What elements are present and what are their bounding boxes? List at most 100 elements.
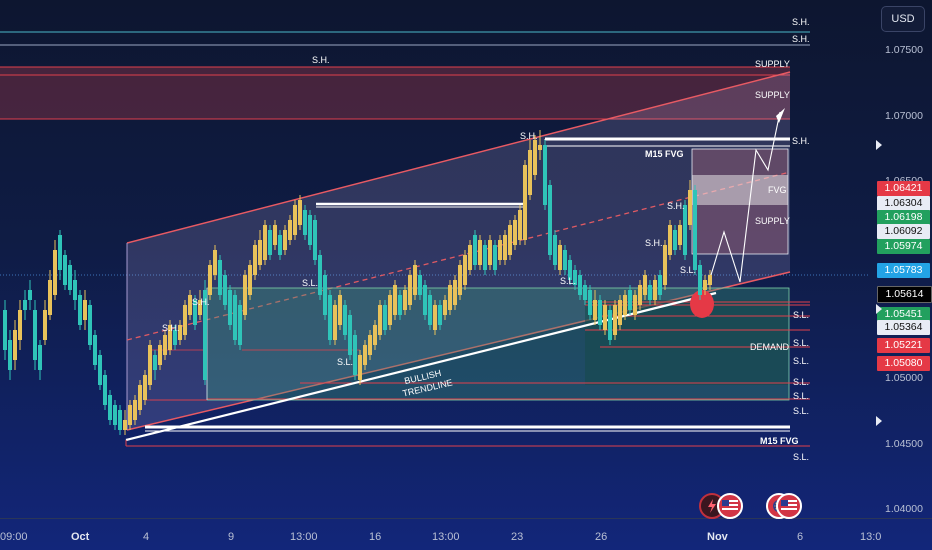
time-axis[interactable] (0, 518, 932, 550)
candle-body (583, 285, 587, 300)
demand-label: DEMAND (750, 342, 790, 352)
candle-body (593, 300, 597, 320)
candle-body (98, 355, 102, 385)
time-label: Oct (71, 531, 90, 543)
candle-body (23, 300, 27, 310)
candle-body (233, 295, 237, 340)
price-level-tag: 1.06304 (877, 196, 930, 211)
candle-body (138, 385, 142, 410)
candle-body (383, 305, 387, 330)
candle-body (53, 250, 57, 295)
candle-body (193, 300, 197, 325)
price-level-tag: 1.05221 (877, 338, 930, 353)
candle-body (563, 250, 567, 270)
candle-body (548, 185, 552, 255)
candle-body (398, 295, 402, 315)
supply-label: SUPPLY (755, 216, 790, 226)
candle-body (88, 305, 92, 345)
candle-body (708, 275, 712, 285)
candle-body (688, 190, 692, 225)
us-flag-event-icon-2[interactable] (776, 493, 802, 519)
candle-body (568, 260, 572, 280)
candle-body (623, 295, 627, 315)
candle-body (153, 355, 157, 370)
candle-body (278, 235, 282, 255)
time-label: 13:00 (290, 531, 318, 543)
candle-body (268, 230, 272, 255)
candle-body (63, 255, 67, 285)
price-level-tag: 1.06421 (877, 181, 930, 196)
candle-body (618, 300, 622, 325)
candle-body (543, 145, 547, 205)
candle-body (578, 275, 582, 295)
swing-low-label: S.L. (793, 310, 810, 320)
candle-body (503, 235, 507, 260)
candle-body (188, 295, 192, 315)
candle-body (498, 240, 502, 260)
price-level-tag: 1.05614 (877, 286, 932, 303)
swing-low-label: S.L. (793, 452, 810, 462)
entry-marker-icon (690, 290, 714, 318)
supply-zone-top (0, 67, 790, 119)
time-label: 13:00 (432, 531, 460, 543)
candle-body (403, 290, 407, 310)
price-level-tag: 1.06092 (877, 224, 930, 239)
candle-body (423, 285, 427, 315)
candle-body (388, 295, 392, 325)
candle-body (613, 305, 617, 335)
candle-body (263, 225, 267, 260)
candle-body (698, 265, 702, 295)
candle-body (513, 220, 517, 245)
candle-body (248, 265, 252, 295)
currency-button[interactable]: USD (881, 6, 925, 32)
swing-low-label: S.L. (302, 278, 319, 288)
candle-body (223, 275, 227, 305)
candle-body (553, 235, 557, 265)
channel-upper (126, 71, 791, 244)
candle-body (608, 310, 612, 340)
price-chart-canvas[interactable] (0, 0, 932, 518)
price-level-tag: 1.06198 (877, 210, 930, 225)
candle-body (298, 200, 302, 225)
candle-body (163, 335, 167, 355)
candle-body (313, 220, 317, 260)
candle-body (573, 270, 577, 285)
projection-path (707, 111, 781, 286)
candle-body (703, 280, 707, 290)
candle-body (468, 245, 472, 270)
us-flag-event-icon[interactable] (717, 493, 743, 519)
price-tick-label: 1.05000 (885, 372, 923, 384)
candle-body (18, 310, 22, 340)
candle-body (13, 330, 17, 360)
candle-body (463, 255, 467, 285)
candle-body (473, 235, 477, 265)
time-label: 6 (797, 531, 804, 543)
candle-body (368, 335, 372, 355)
channel-lower (126, 271, 791, 431)
scroll-right-arrow-icon[interactable] (876, 140, 882, 150)
candle-body (678, 225, 682, 245)
swing-high-label: S.H. (792, 136, 810, 146)
candle-body (603, 305, 607, 330)
candle-body (83, 300, 87, 320)
candle-body (143, 375, 147, 400)
candle-body (28, 290, 32, 300)
price-tick-label: 1.04500 (885, 438, 923, 450)
candle-body (538, 145, 542, 150)
candle-body (643, 275, 647, 295)
candle-body (128, 405, 132, 425)
candle-body (183, 305, 187, 335)
scroll-right-arrow-icon[interactable] (876, 416, 882, 426)
candle-body (203, 290, 207, 380)
supply-label: SUPPLY (755, 59, 790, 69)
time-label: 16 (369, 531, 382, 543)
candle-body (103, 375, 107, 405)
candle-body (208, 265, 212, 295)
candle-body (663, 245, 667, 285)
candle-body (363, 345, 367, 365)
candle-body (558, 245, 562, 270)
candle-body (418, 275, 422, 295)
candle-body (148, 345, 152, 385)
scroll-right-arrow-icon[interactable] (876, 304, 882, 314)
